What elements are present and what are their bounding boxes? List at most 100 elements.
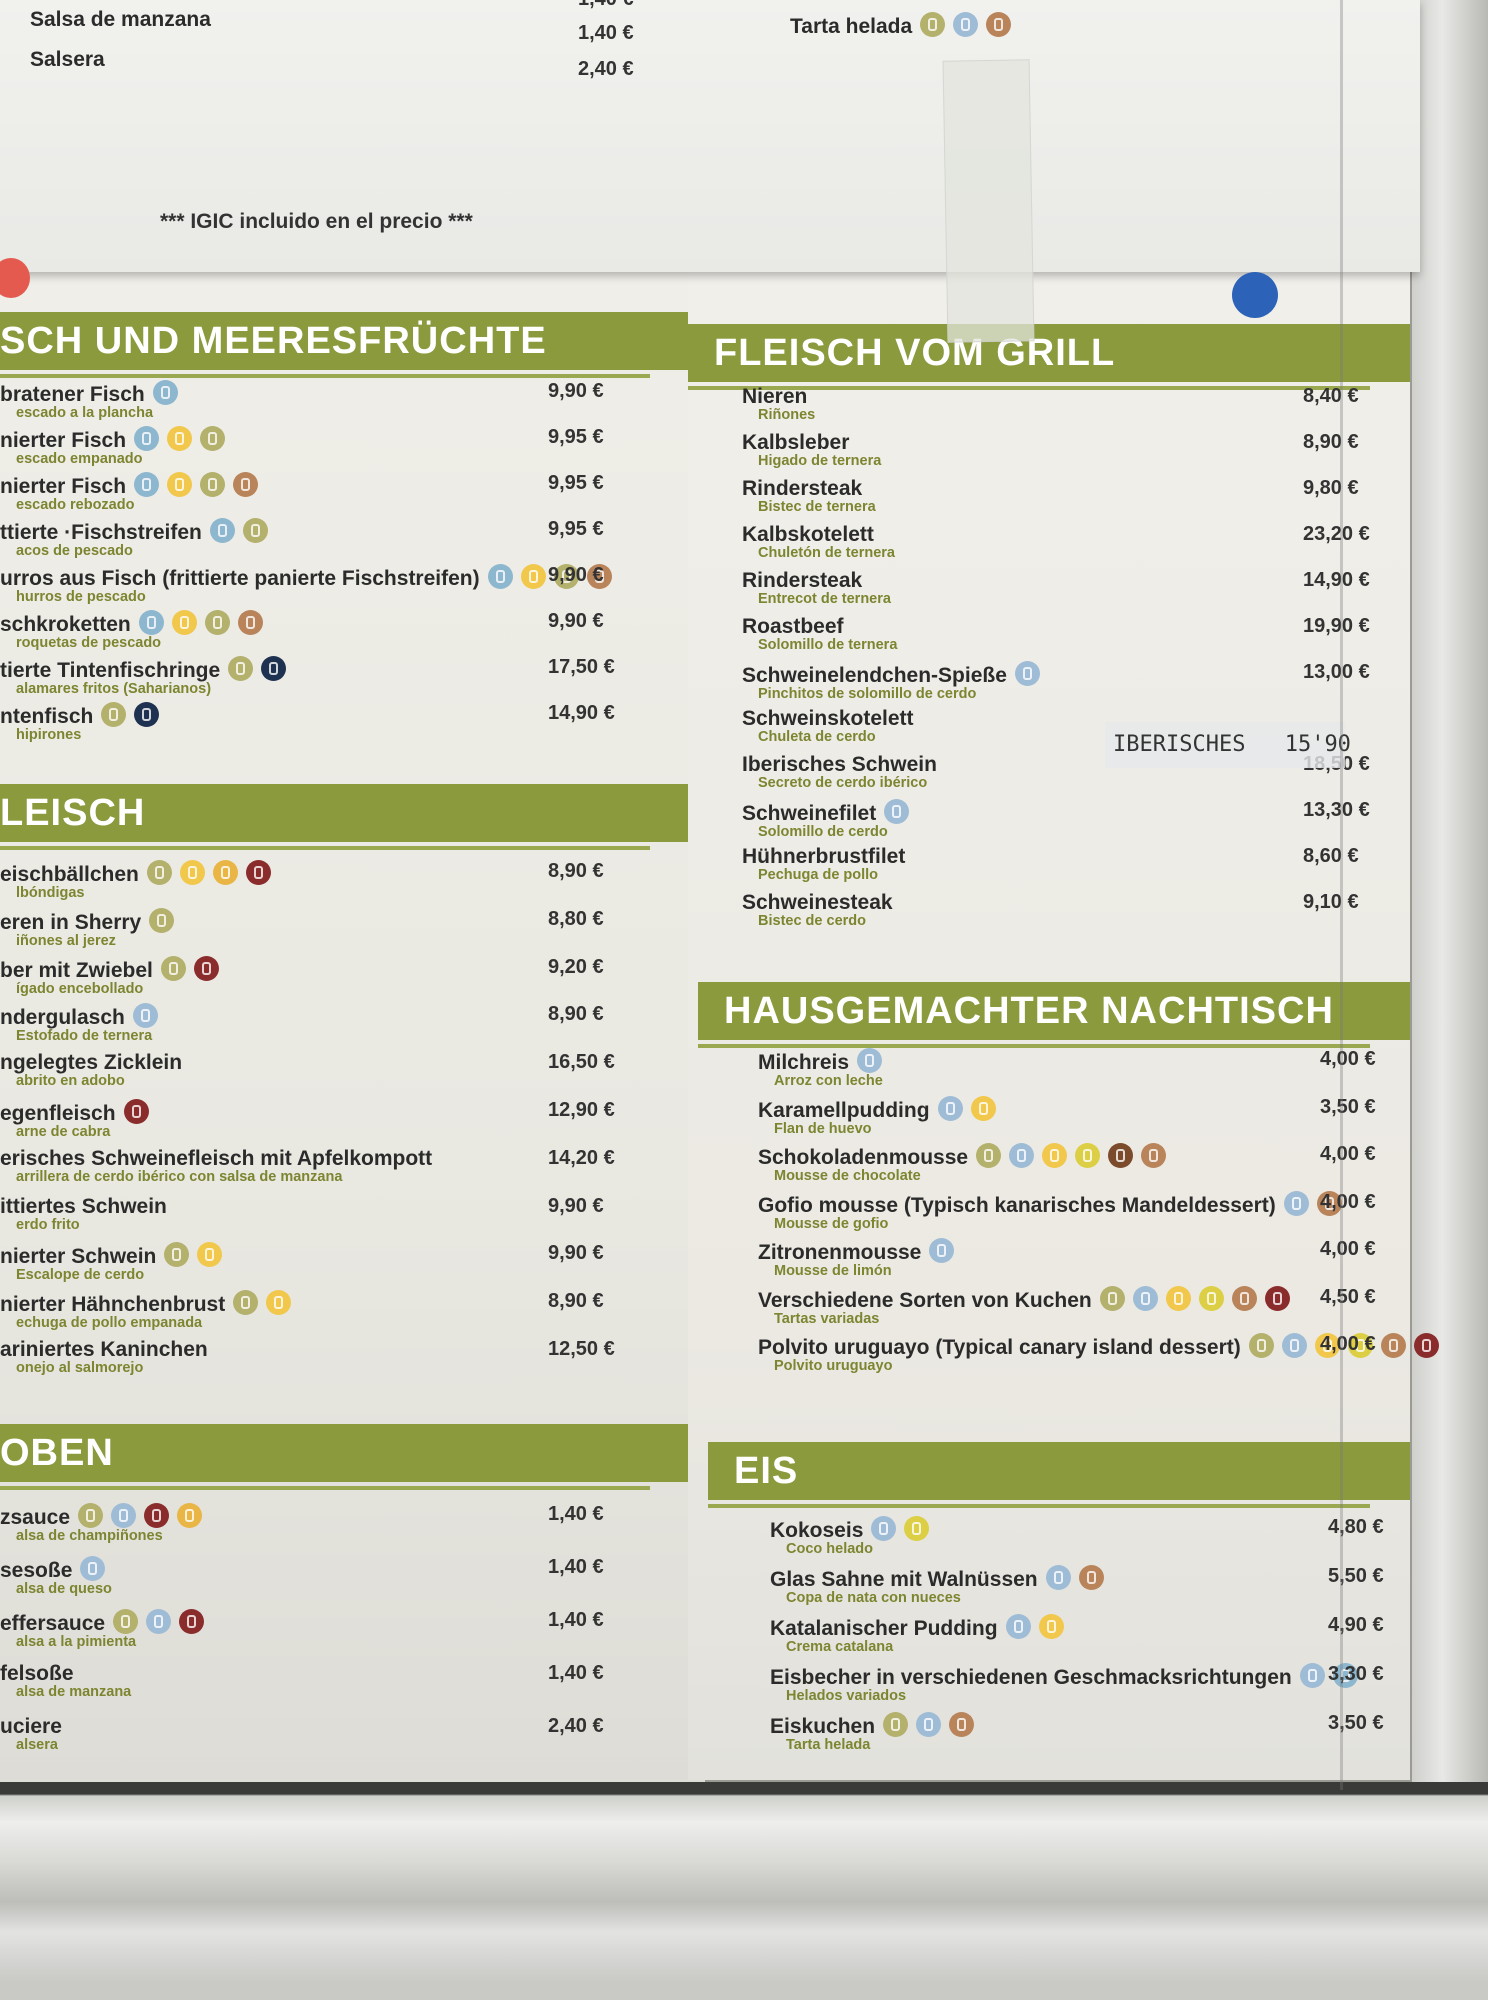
item-subtitle: Secreto de cerdo ibérico bbox=[758, 775, 928, 791]
fish-allergen-icon bbox=[138, 610, 164, 635]
allergen-icons bbox=[131, 610, 263, 635]
item-price: 9,80 € bbox=[1303, 477, 1359, 499]
item-subtitle: ígado encebollado bbox=[16, 980, 144, 997]
frame-side bbox=[1412, 0, 1488, 2000]
allergen-icons bbox=[72, 1556, 106, 1581]
sulphites-allergen-icon bbox=[179, 1609, 205, 1634]
menu-item: erisches Schweinefleisch mit Apfelkompot… bbox=[0, 1147, 432, 1185]
item-subtitle: alsa a la pimienta bbox=[16, 1634, 137, 1650]
menu-item: ittiertes Schwein erdo frito bbox=[0, 1195, 167, 1233]
gluten-allergen-icon bbox=[1099, 1285, 1125, 1311]
soy-allergen-icon bbox=[904, 1516, 930, 1541]
milk-allergen-icon bbox=[146, 1609, 172, 1634]
milk-allergen-icon bbox=[111, 1503, 137, 1528]
allergen-icons bbox=[863, 1516, 930, 1541]
sulphites-allergen-icon bbox=[1413, 1333, 1439, 1358]
left-menu-page: SCH UND MEERESFRÜCHTE bratener Fisch escad… bbox=[0, 262, 705, 1790]
section-divider bbox=[698, 1044, 1370, 1048]
item-subtitle: Bistec de ternera bbox=[758, 499, 876, 515]
item-price: 4,90 € bbox=[1328, 1614, 1384, 1636]
section-header: LEISCH bbox=[0, 784, 690, 842]
item-name: Kalbskotelett bbox=[742, 523, 874, 546]
allergen-icons bbox=[116, 1099, 149, 1124]
top-item-name: Salsa de manzana bbox=[30, 8, 211, 31]
item-price: 4,00 € bbox=[1320, 1143, 1376, 1165]
item-price: 9,95 € bbox=[548, 472, 604, 494]
item-price: 8,90 € bbox=[548, 1003, 604, 1026]
menu-item: nierter Hähnchenbrust echuga de pollo emp… bbox=[0, 1290, 292, 1331]
peanut-allergen-icon bbox=[1108, 1143, 1134, 1168]
gluten-allergen-icon bbox=[101, 702, 127, 727]
item-name: Verschiedene Sorten von Kuchen bbox=[758, 1288, 1092, 1312]
item-price: 14,90 € bbox=[1303, 569, 1370, 591]
item-subtitle: alsa de queso bbox=[16, 1581, 112, 1597]
item-price: 3,50 € bbox=[1328, 1712, 1384, 1734]
menu-item: ntenfisch hipirones bbox=[0, 702, 160, 743]
nuts-allergen-icon bbox=[949, 1712, 975, 1737]
item-price: 8,90 € bbox=[548, 1290, 604, 1313]
item-name: Hühnerbrustfilet bbox=[742, 845, 906, 868]
note-price: 15'90 bbox=[1284, 732, 1351, 757]
egg-allergen-icon bbox=[197, 1242, 223, 1268]
item-name: ttierte ·Fischstreifen bbox=[0, 521, 202, 544]
menu-item: Kalbskotelett Chuletón de ternera bbox=[742, 523, 895, 561]
item-price: 1,40 € bbox=[548, 1609, 604, 1631]
nuts-allergen-icon bbox=[1141, 1143, 1167, 1168]
item-name: Rindersteak bbox=[742, 569, 863, 592]
egg-allergen-icon bbox=[179, 860, 205, 885]
menu-item: nierter Schwein Escalope de cerdo bbox=[0, 1242, 223, 1283]
section-header: EIS bbox=[708, 1442, 1410, 1500]
item-price: 4,00 € bbox=[1320, 1048, 1376, 1070]
allergen-icons bbox=[1292, 1663, 1358, 1688]
item-subtitle: arrillera de cerdo ibérico con salsa de … bbox=[16, 1168, 343, 1185]
gluten-allergen-icon bbox=[553, 564, 579, 589]
egg-allergen-icon bbox=[1165, 1285, 1191, 1311]
item-price: 9,10 € bbox=[1303, 891, 1359, 913]
item-price: 8,60 € bbox=[1303, 845, 1359, 867]
gluten-allergen-icon bbox=[113, 1609, 139, 1634]
item-subtitle: hipirones bbox=[16, 727, 82, 743]
menu-item: Karamellpudding Flan de huevo bbox=[758, 1095, 996, 1137]
item-price: 4,50 € bbox=[1320, 1285, 1376, 1308]
item-name: eischbällchen bbox=[0, 863, 139, 886]
item-price: 23,20 € bbox=[1303, 523, 1370, 545]
top-right-item: Tarta helada bbox=[790, 12, 1012, 39]
item-subtitle: Solomillo de cerdo bbox=[758, 824, 888, 840]
item-name: Schweinesteak bbox=[742, 891, 893, 914]
item-price: 5,50 € bbox=[1328, 1565, 1384, 1587]
fish-allergen-icon bbox=[487, 564, 513, 589]
item-name: Gofio mousse (Typisch kanarisches Mandel… bbox=[758, 1193, 1276, 1217]
section-header: OBEN bbox=[0, 1424, 690, 1482]
item-name: ntenfisch bbox=[0, 705, 94, 728]
item-subtitle: alamares fritos (Saharianos) bbox=[16, 681, 212, 697]
egg-allergen-icon bbox=[266, 1290, 292, 1316]
milk-allergen-icon bbox=[1009, 1143, 1035, 1168]
gluten-allergen-icon bbox=[233, 1290, 259, 1316]
item-subtitle: Helados variados bbox=[786, 1688, 907, 1704]
item-price: 8,90 € bbox=[548, 860, 604, 882]
milk-allergen-icon bbox=[884, 799, 910, 824]
item-name: Eiskuchen bbox=[770, 1715, 876, 1738]
menu-item: tierte Tintenfischringe alamares fritos (… bbox=[0, 656, 287, 697]
menu-item: Glas Sahne mit Walnüssen Copa de nata con… bbox=[770, 1565, 1104, 1606]
item-price: 19,90 € bbox=[1303, 615, 1370, 637]
milk-allergen-icon bbox=[1283, 1190, 1309, 1216]
item-subtitle: Polvito uruguayo bbox=[774, 1358, 893, 1374]
item-name: Schokoladenmousse bbox=[758, 1146, 969, 1169]
item-price: 3,30 € bbox=[1328, 1663, 1384, 1685]
allergen-icons bbox=[1038, 1565, 1104, 1590]
menu-item: Zitronenmousse Mousse de limón bbox=[758, 1238, 955, 1279]
item-price: 4,00 € bbox=[1320, 1333, 1376, 1355]
item-subtitle: Estofado de ternera bbox=[16, 1028, 153, 1045]
menu-item: Katalanischer Pudding Crema catalana bbox=[770, 1614, 1064, 1655]
item-name: Eisbecher in verschiedenen Geschmacksric… bbox=[770, 1666, 1292, 1689]
item-subtitle: Mousse de limón bbox=[774, 1263, 892, 1279]
item-price: 14,90 € bbox=[548, 702, 615, 724]
nuts-allergen-icon bbox=[1231, 1285, 1257, 1311]
egg-allergen-icon bbox=[970, 1095, 996, 1121]
milk-allergen-icon bbox=[1299, 1663, 1325, 1688]
item-subtitle: escado rebozado bbox=[16, 497, 135, 513]
item-price: 4,80 € bbox=[1328, 1516, 1384, 1538]
item-subtitle: onejo al salmorejo bbox=[16, 1360, 144, 1376]
item-subtitle: Arroz con leche bbox=[774, 1073, 883, 1089]
